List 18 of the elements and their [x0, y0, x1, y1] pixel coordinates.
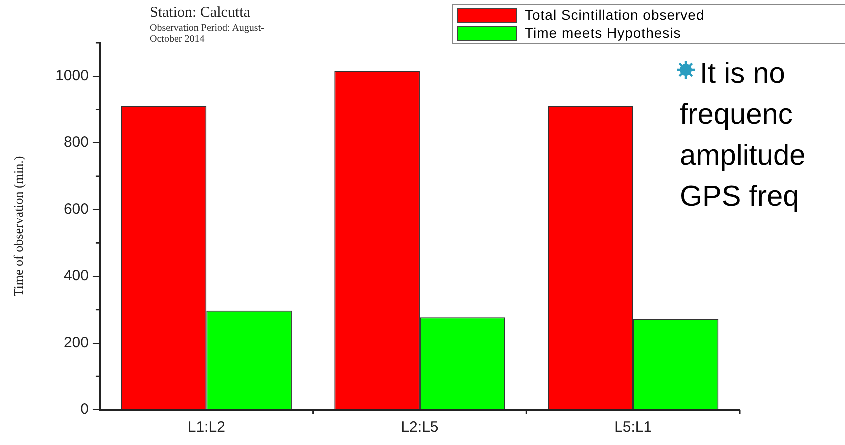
annotation: It is no [700, 57, 786, 92]
chart-subtitle: Observation Period: August-October 2014 [150, 23, 266, 45]
annotation: GPS freq [680, 180, 800, 215]
y-tick-label: 400 [64, 268, 89, 285]
y-tick-label: 600 [64, 200, 89, 218]
annotation: frequenc [680, 98, 794, 133]
y-tick-label: 1000 [56, 68, 89, 85]
legend-label: Time meets Hypothesis [525, 25, 682, 41]
x-tick-label: L1:L2 [188, 419, 226, 436]
chart-title: Station: Calcutta [150, 5, 250, 22]
annotation: amplitude [680, 139, 806, 174]
x-tick-label: L5:L1 [614, 419, 652, 436]
y-tick-label: 200 [64, 334, 89, 352]
x-tick-label: L2:L5 [401, 419, 439, 436]
legend-label: Total Scintillation observed [525, 7, 705, 23]
y-tick-label: 0 [80, 401, 89, 418]
y-tick-label: 800 [64, 134, 89, 152]
y-axis-title: Time of observation (min.) [11, 156, 26, 297]
